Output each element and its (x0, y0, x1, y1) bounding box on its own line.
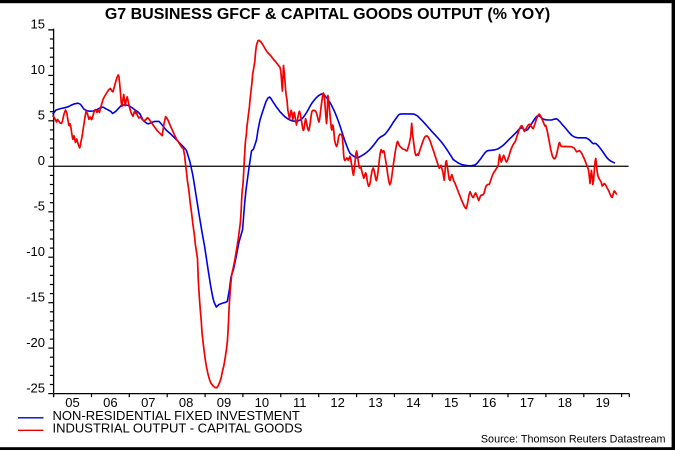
svg-text:18: 18 (558, 395, 572, 410)
svg-text:-5: -5 (33, 199, 45, 214)
svg-text:G7 BUSINESS GFCF & CAPITAL GOO: G7 BUSINESS GFCF & CAPITAL GOODS OUTPUT … (105, 6, 550, 23)
svg-text:09: 09 (217, 395, 231, 410)
svg-text:0: 0 (38, 153, 45, 168)
svg-text:08: 08 (179, 395, 193, 410)
svg-text:-25: -25 (26, 380, 45, 395)
svg-text:14: 14 (406, 395, 420, 410)
svg-text:19: 19 (595, 395, 609, 410)
svg-text:10: 10 (255, 395, 269, 410)
svg-text:05: 05 (65, 395, 79, 410)
svg-text:5: 5 (38, 108, 45, 123)
svg-text:NON-RESIDENTIAL FIXED INVESTME: NON-RESIDENTIAL FIXED INVESTMENT (53, 408, 300, 423)
svg-text:07: 07 (141, 395, 155, 410)
svg-text:15: 15 (444, 395, 458, 410)
svg-text:-10: -10 (26, 244, 45, 259)
svg-text:10: 10 (31, 62, 45, 77)
svg-text:15: 15 (31, 17, 45, 32)
svg-text:16: 16 (482, 395, 496, 410)
svg-text:11: 11 (293, 395, 307, 410)
svg-text:12: 12 (330, 395, 344, 410)
svg-text:INDUSTRIAL OUTPUT - CAPITAL GO: INDUSTRIAL OUTPUT - CAPITAL GOODS (53, 421, 303, 436)
svg-text:13: 13 (368, 395, 382, 410)
svg-text:Source: Thomson Reuters Datast: Source: Thomson Reuters Datastream (481, 433, 666, 445)
svg-text:-15: -15 (26, 290, 45, 305)
svg-text:-20: -20 (26, 335, 45, 350)
svg-text:17: 17 (520, 395, 534, 410)
svg-text:06: 06 (103, 395, 117, 410)
